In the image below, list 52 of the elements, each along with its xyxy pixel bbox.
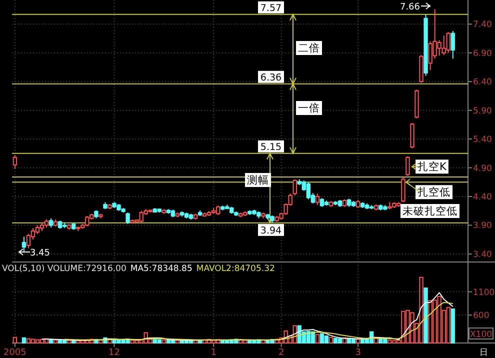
annotation: 未破扎空低 [402,204,458,218]
y-tick-label: 6.40 [473,78,492,88]
x-tick-label: 1 [210,348,216,358]
bar [12,336,18,344]
bar [320,333,324,344]
y-tick-label: 3.40 [473,250,492,260]
text: MA5:78348.85 [130,264,192,274]
bar [30,338,36,344]
annotation: 3.45 [30,248,50,258]
annotation: 一倍 [298,102,320,114]
ref-line-label: 7.57 [260,2,282,14]
bar [157,339,162,344]
text: 日 [480,348,488,358]
annotation: 二倍 [298,42,320,54]
bar [162,340,166,344]
x-tick-label: 3 [355,348,361,358]
annotation: 扎空低 [418,186,450,199]
bar [356,338,360,344]
bar [315,334,320,344]
chart-title: VOL(5,10) VOLUME:72916.00 [2,264,126,274]
x-tick-label: 12 [108,348,120,358]
x-tick-label: 2 [278,348,284,358]
bar [424,288,428,344]
y-tick-label: 5.40 [473,135,492,146]
y-tick-label: 5.90 [473,106,492,116]
bar [328,336,334,344]
text: X100 [470,330,492,340]
y-tick-label: 3.90 [473,221,492,232]
bar [324,336,329,344]
ref-line-label: 6.36 [260,72,282,84]
ref-line-label: 3.94 [260,225,282,236]
y-tick-label: 6.90 [473,48,492,59]
x-tick-label: 2005 [3,348,26,358]
y-tick-label: 600 [473,311,490,322]
line-series [64,302,454,341]
bar [26,338,31,344]
bar [333,338,338,344]
y-tick-label: 7.40 [473,20,492,30]
annotation: 扎空K [418,160,448,174]
y-tick-label: 4.90 [473,164,492,174]
annotation: 测幅 [247,174,269,186]
bar [338,338,342,344]
bar [446,307,450,344]
text: MAVOL2:84705.32 [196,264,275,274]
ref-line-label: 5.15 [260,142,282,153]
bar [22,337,26,344]
bar [450,308,455,344]
bar [40,339,44,344]
y-tick-label: 4.40 [473,192,492,202]
bar [35,339,40,344]
y-tick-label: 1100 [473,288,495,298]
annotation: 7.66 [400,2,420,12]
